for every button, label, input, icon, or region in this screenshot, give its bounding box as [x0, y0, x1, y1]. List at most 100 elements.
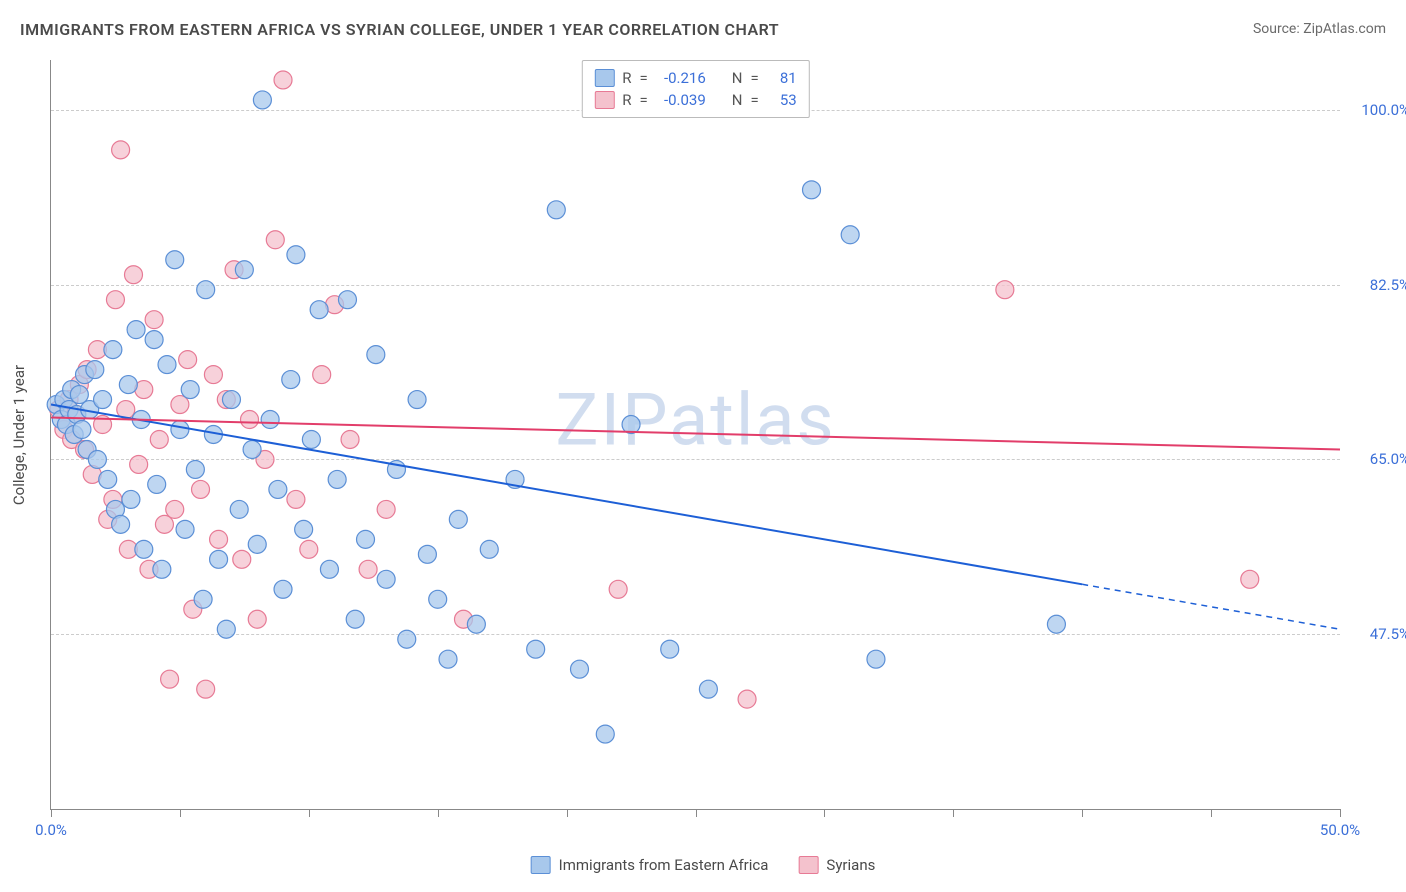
scatter-point: [86, 361, 104, 379]
scatter-point: [197, 281, 215, 299]
scatter-point: [210, 550, 228, 568]
scatter-point: [357, 530, 375, 548]
scatter-point: [171, 421, 189, 439]
legend-item-series2: Syrians: [798, 856, 875, 874]
scatter-point: [158, 356, 176, 374]
x-tick: [180, 809, 181, 817]
scatter-point: [287, 490, 305, 508]
x-tick: [696, 809, 697, 817]
legend-swatch-series1: [531, 856, 551, 874]
stats-r-value-series1: -0.216: [656, 69, 706, 87]
chart-header: IMMIGRANTS FROM EASTERN AFRICA VS SYRIAN…: [0, 0, 1406, 48]
scatter-point: [320, 560, 338, 578]
scatter-point: [135, 540, 153, 558]
stats-row-series2: R = -0.039 N = 53: [594, 89, 796, 111]
y-tick-label: 100.0%: [1350, 101, 1406, 119]
scatter-point: [166, 251, 184, 269]
scatter-point: [261, 411, 279, 429]
scatter-point: [253, 91, 271, 109]
scatter-point: [181, 381, 199, 399]
scatter-point: [699, 680, 717, 698]
bottom-legend: Immigrants from Eastern Africa Syrians: [531, 856, 876, 874]
scatter-point: [341, 431, 359, 449]
scatter-point: [274, 71, 292, 89]
y-tick-label: 47.5%: [1350, 625, 1406, 643]
scatter-point: [269, 480, 287, 498]
source-label: Source:: [1253, 21, 1303, 37]
x-tick: [51, 809, 52, 817]
scatter-point: [295, 520, 313, 538]
scatter-point: [738, 690, 756, 708]
stats-n-value-series1: 81: [767, 69, 797, 87]
scatter-point: [99, 470, 117, 488]
scatter-point: [841, 226, 859, 244]
stats-n-label: N: [732, 69, 743, 87]
swatch-series2: [594, 91, 614, 109]
stats-row-series1: R = -0.216 N = 81: [594, 67, 796, 89]
scatter-point: [166, 500, 184, 518]
scatter-point: [266, 231, 284, 249]
scatter-point: [210, 530, 228, 548]
scatter-point: [230, 500, 248, 518]
y-axis-title: College, Under 1 year: [10, 364, 28, 504]
scatter-point: [248, 610, 266, 628]
scatter-point: [176, 520, 194, 538]
x-axis-min-label: 0.0%: [35, 821, 67, 839]
scatter-point: [241, 411, 259, 429]
trend-line-series1-dash: [1082, 584, 1340, 629]
correlation-stats-box: R = -0.216 N = 81 R = -0.039 N = 53: [581, 60, 809, 118]
scatter-point: [367, 346, 385, 364]
stats-n-value-series2: 53: [767, 91, 797, 109]
legend-label-series2: Syrians: [826, 856, 875, 874]
scatter-point: [377, 570, 395, 588]
scatter-point: [197, 680, 215, 698]
scatter-point: [661, 640, 679, 658]
stats-equals: =: [750, 91, 758, 109]
scatter-point: [179, 351, 197, 369]
stats-equals: =: [750, 69, 758, 87]
legend-swatch-series2: [798, 856, 818, 874]
scatter-point: [125, 266, 143, 284]
scatter-chart: College, Under 1 year 47.5%65.0%82.5%100…: [50, 60, 1340, 810]
scatter-point: [449, 510, 467, 528]
scatter-point: [222, 391, 240, 409]
legend-label-series1: Immigrants from Eastern Africa: [559, 856, 769, 874]
scatter-point: [547, 201, 565, 219]
scatter-point: [313, 366, 331, 384]
scatter-point: [480, 540, 498, 558]
scatter-point: [359, 560, 377, 578]
scatter-point: [328, 470, 346, 488]
scatter-point: [274, 580, 292, 598]
scatter-point: [112, 141, 130, 159]
scatter-point: [429, 590, 447, 608]
x-tick: [1211, 809, 1212, 817]
scatter-point: [302, 431, 320, 449]
x-tick: [953, 809, 954, 817]
scatter-point: [867, 650, 885, 668]
scatter-point: [94, 391, 112, 409]
source-attribution: Source: ZipAtlas.com: [1253, 21, 1386, 37]
legend-item-series1: Immigrants from Eastern Africa: [531, 856, 769, 874]
scatter-point: [127, 321, 145, 339]
scatter-point: [609, 580, 627, 598]
scatter-point: [235, 261, 253, 279]
scatter-point: [596, 725, 614, 743]
scatter-point: [527, 640, 545, 658]
x-tick: [824, 809, 825, 817]
stats-equals: =: [640, 91, 648, 109]
scatter-point: [122, 490, 140, 508]
scatter-point: [346, 610, 364, 628]
swatch-series1: [594, 69, 614, 87]
scatter-point: [204, 366, 222, 384]
stats-r-label: R: [622, 69, 631, 87]
scatter-point: [287, 246, 305, 264]
scatter-point: [300, 540, 318, 558]
scatter-point: [145, 311, 163, 329]
stats-equals: =: [640, 69, 648, 87]
stats-r-value-series2: -0.039: [656, 91, 706, 109]
scatter-point: [439, 650, 457, 668]
scatter-point: [150, 431, 168, 449]
scatter-point: [338, 291, 356, 309]
y-tick-label: 82.5%: [1350, 276, 1406, 294]
scatter-point: [192, 480, 210, 498]
